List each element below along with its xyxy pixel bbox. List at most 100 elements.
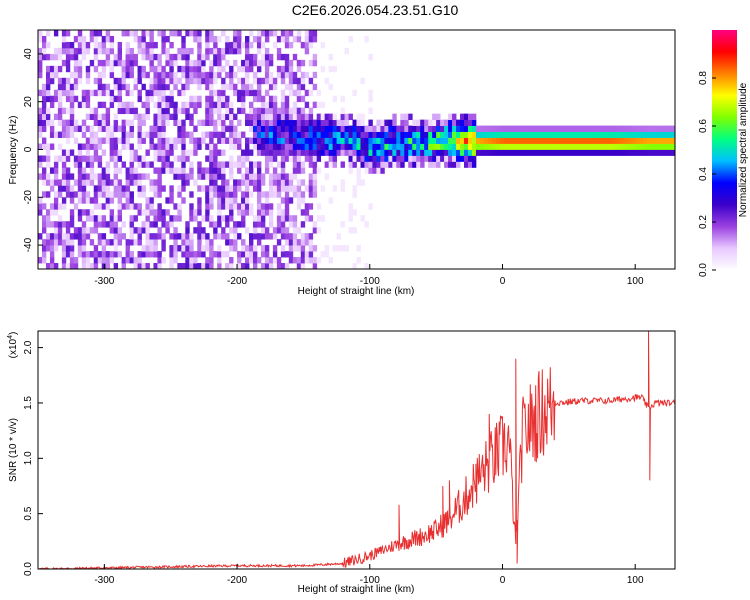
spectrogram-cell	[392, 161, 397, 168]
spectrogram-cell	[49, 245, 55, 252]
spectrogram-cell	[416, 155, 421, 162]
spectrogram-cell	[113, 227, 119, 234]
spectrogram-cell	[101, 59, 107, 67]
spectrogram-cell	[599, 125, 604, 132]
spectrogram-cell	[181, 251, 186, 258]
spectrogram-cell	[93, 113, 99, 121]
spectrogram-cell	[587, 143, 592, 150]
spectrogram-cell	[209, 257, 214, 264]
spectrogram-cell	[225, 95, 230, 103]
spectrogram-cell	[249, 167, 254, 174]
spectrogram-cell	[41, 239, 47, 246]
spectrogram-cell	[141, 245, 146, 252]
spectrogram-cell	[77, 209, 83, 216]
spectrogram-cell	[61, 185, 67, 192]
spectrogram-cell	[41, 143, 47, 150]
spectrogram-cell	[260, 137, 266, 144]
spectrogram-cell	[360, 119, 365, 126]
spectrogram-cell	[209, 131, 214, 138]
spectrogram-cell	[655, 137, 660, 144]
spectrogram-cell	[217, 191, 222, 198]
spectrogram-cell	[185, 245, 190, 252]
spectrogram-cell	[137, 41, 142, 49]
spectrogram-cell	[113, 53, 119, 61]
spectrogram-cell	[607, 149, 612, 156]
spectrogram-cell	[65, 179, 71, 186]
spectrogram-cell	[623, 125, 628, 132]
spectrogram-cell	[57, 83, 63, 91]
spectrogram-cell	[81, 143, 87, 150]
spectrogram-cell	[77, 233, 83, 240]
spectrogram-cell	[348, 215, 353, 222]
spectrogram-cell	[117, 251, 123, 258]
spectrogram-cell	[245, 179, 250, 186]
spectrogram-cell	[97, 233, 103, 240]
spectrogram-cell	[41, 119, 47, 126]
spectrogram-cell	[252, 125, 258, 132]
spectrogram-cell	[121, 221, 126, 228]
spectrogram-cell	[348, 149, 353, 156]
spectrogram-cell	[256, 167, 262, 174]
spectrogram-cell	[149, 65, 154, 73]
spectrogram-cell	[511, 125, 517, 132]
spectrogram-cell	[241, 83, 246, 91]
spectrogram-cell	[93, 203, 99, 210]
spectrogram-cell	[300, 197, 306, 204]
spectrogram-cell	[260, 215, 266, 222]
spectrogram-cell	[93, 131, 99, 138]
spectrogram-cell	[583, 149, 588, 156]
spectrogram-cell	[169, 257, 174, 264]
spectrogram-cell	[264, 227, 270, 234]
spectrogram-x-ticks: -300 -200 -100 0 100	[94, 264, 644, 287]
spectrogram-cell	[38, 107, 43, 115]
spectrogram-cell	[57, 179, 63, 186]
spectrogram-cell	[53, 89, 59, 97]
spectrogram-cell	[571, 125, 576, 132]
spectrogram-cell	[221, 149, 226, 156]
spectrogram-cell	[249, 173, 254, 180]
spectrogram-cell	[173, 113, 178, 121]
spectrogram-cell	[137, 161, 142, 168]
spectrogram-cell	[276, 137, 282, 144]
spectrogram-cell	[105, 131, 111, 138]
spectrogram-cell	[117, 83, 123, 91]
spectrogram-cell	[463, 125, 469, 132]
spectrogram-cell	[189, 173, 194, 180]
spectrogram-cell	[272, 83, 278, 91]
spectrogram-cell	[213, 155, 218, 162]
spectrogram-cell	[276, 143, 282, 150]
spectrogram-cell	[587, 125, 592, 132]
spectrogram-cell	[308, 30, 314, 37]
spectrogram-cell	[149, 233, 154, 240]
spectrogram-cell	[38, 47, 43, 55]
spectrogram-cell	[41, 35, 47, 43]
spectrogram-cell	[400, 137, 405, 144]
spectrogram-cell	[101, 65, 107, 73]
spectrogram-cell	[304, 239, 310, 246]
spectrogram-cell	[268, 107, 274, 115]
spectrogram-cell	[647, 143, 652, 150]
spectrogram-cell	[109, 59, 115, 67]
spectrogram-cell	[141, 173, 146, 180]
spectrogram-cell	[49, 233, 55, 240]
spectrogram-x-tick-label: 100	[627, 276, 644, 287]
spectrogram-cell	[296, 167, 302, 174]
spectrogram-cell	[268, 101, 274, 109]
spectrogram-cell	[193, 77, 198, 85]
spectrogram-cell	[45, 239, 51, 246]
spectrogram-cell	[412, 155, 417, 162]
spectrogram-cell	[73, 257, 79, 264]
spectrogram-cell	[380, 131, 385, 138]
spectrogram-cell	[217, 209, 222, 216]
spectrogram-cell	[368, 89, 373, 97]
spectrogram-cell	[133, 257, 138, 264]
spectrogram-cell	[109, 191, 115, 198]
spectrogram-cell	[157, 215, 162, 222]
spectrogram-cell	[77, 173, 83, 180]
spectrogram-cell	[651, 137, 656, 144]
spectrogram-cell	[81, 233, 87, 240]
spectrogram-cell	[324, 125, 330, 132]
spectrogram-cell	[463, 155, 469, 162]
spectrogram-cell	[356, 257, 361, 264]
spectrogram-cell	[117, 155, 123, 162]
